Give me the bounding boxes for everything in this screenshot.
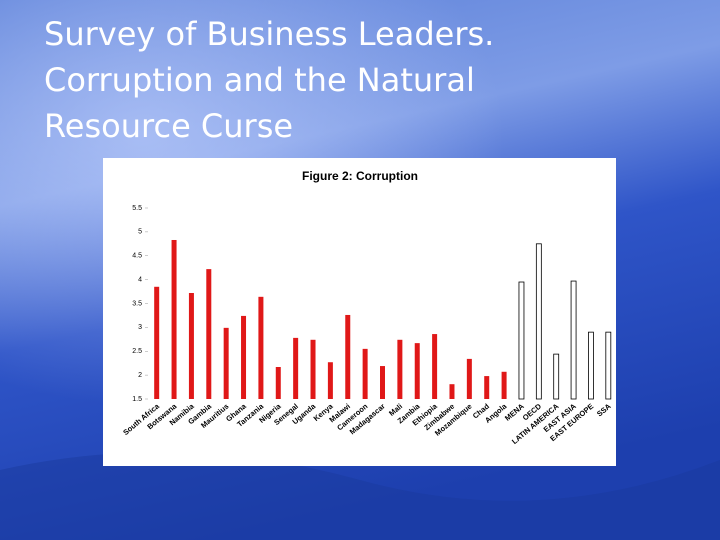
y-tick-label: 4.5 xyxy=(132,253,142,260)
y-tick-label: 4 xyxy=(138,276,142,283)
title-line: Resource Curse xyxy=(44,107,293,145)
bar xyxy=(432,334,438,399)
bar xyxy=(327,362,333,399)
bar xyxy=(206,269,212,399)
y-tick-label: 5 xyxy=(138,229,142,236)
bar xyxy=(553,353,560,400)
bar xyxy=(518,281,525,400)
y-tick-label: 2.5 xyxy=(132,348,142,355)
bar xyxy=(380,366,385,399)
bar xyxy=(258,296,264,399)
y-tick-label: 3 xyxy=(138,324,142,331)
bar xyxy=(466,358,472,399)
bar xyxy=(241,315,247,399)
chart-area xyxy=(103,158,616,466)
title-line: Survey of Business Leaders. xyxy=(44,15,494,53)
bar xyxy=(171,239,177,399)
y-tick-label: 3.5 xyxy=(132,300,142,307)
bar xyxy=(223,327,229,399)
bar xyxy=(588,331,594,400)
bar xyxy=(345,314,351,399)
bar xyxy=(293,337,299,399)
bar xyxy=(310,339,316,399)
chart-title: Figure 2: Corruption xyxy=(302,169,418,183)
bar xyxy=(570,280,577,400)
bar xyxy=(397,339,403,399)
y-tick-label: 1.5 xyxy=(132,396,142,403)
bar xyxy=(449,384,455,399)
bar xyxy=(501,371,507,399)
bar xyxy=(484,376,490,399)
bar xyxy=(605,331,612,400)
bar xyxy=(188,292,194,399)
bar xyxy=(414,343,420,399)
y-tick-label: 5.5 xyxy=(132,205,142,212)
wave xyxy=(0,452,720,540)
bar xyxy=(154,286,160,399)
bar xyxy=(535,243,542,400)
title-line: Corruption and the Natural xyxy=(44,61,475,99)
slide-title: Survey of Business Leaders. Corruption a… xyxy=(44,15,494,145)
y-tick-label: 2 xyxy=(138,372,142,379)
bar xyxy=(362,348,368,399)
bar xyxy=(275,367,281,399)
